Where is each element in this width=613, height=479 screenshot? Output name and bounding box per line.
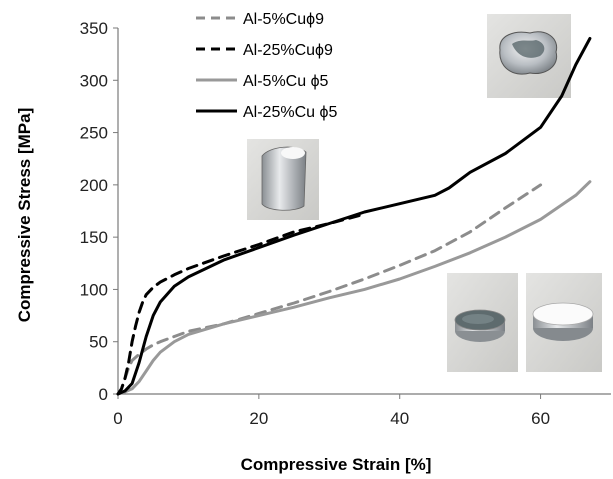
sample-photo-deformed	[247, 139, 319, 220]
y-tick-label: 350	[80, 19, 108, 38]
x-tick-label: 0	[113, 409, 122, 428]
y-tick-label: 200	[80, 176, 108, 195]
x-tick-labels: 0 20 40 60	[113, 394, 550, 428]
legend-label-4: Al-25%Cu ϕ5	[243, 104, 337, 121]
y-tick-label: 300	[80, 71, 108, 90]
y-tick-label: 100	[80, 280, 108, 299]
sample-photo-flat-b	[526, 273, 602, 372]
x-tick-label: 40	[390, 409, 409, 428]
series-line-4	[116, 37, 592, 396]
y-tick-label: 50	[89, 333, 108, 352]
y-tick-label: 150	[80, 228, 108, 247]
series-line-2	[116, 212, 366, 396]
x-tick-label: 20	[249, 409, 268, 428]
series-line-3	[116, 180, 592, 396]
y-axis-title: Compressive Stress [MPa]	[15, 108, 34, 322]
legend-label-1: Al-5%Cuϕ9	[243, 11, 324, 28]
x-axis-title: Compressive Strain [%]	[241, 455, 432, 474]
series-lines	[116, 37, 592, 396]
legend-label-2: Al-25%Cuϕ9	[243, 42, 333, 59]
legend-label-3: Al-5%Cu ϕ5	[243, 73, 329, 90]
x-tick-label: 60	[531, 409, 550, 428]
legend: Al-5%Cuϕ9 Al-25%Cuϕ9 Al-5%Cu ϕ5 Al-25%Cu ϕ5	[196, 11, 337, 121]
sample-photo-crushed	[487, 14, 571, 98]
y-tick-label: 250	[80, 124, 108, 143]
y-tick-labels: 0 50 100 150 200 250 300 350	[80, 19, 118, 404]
sample-photo-flat-a	[447, 273, 518, 372]
series-line-1	[116, 183, 543, 396]
y-tick-label: 0	[99, 385, 108, 404]
